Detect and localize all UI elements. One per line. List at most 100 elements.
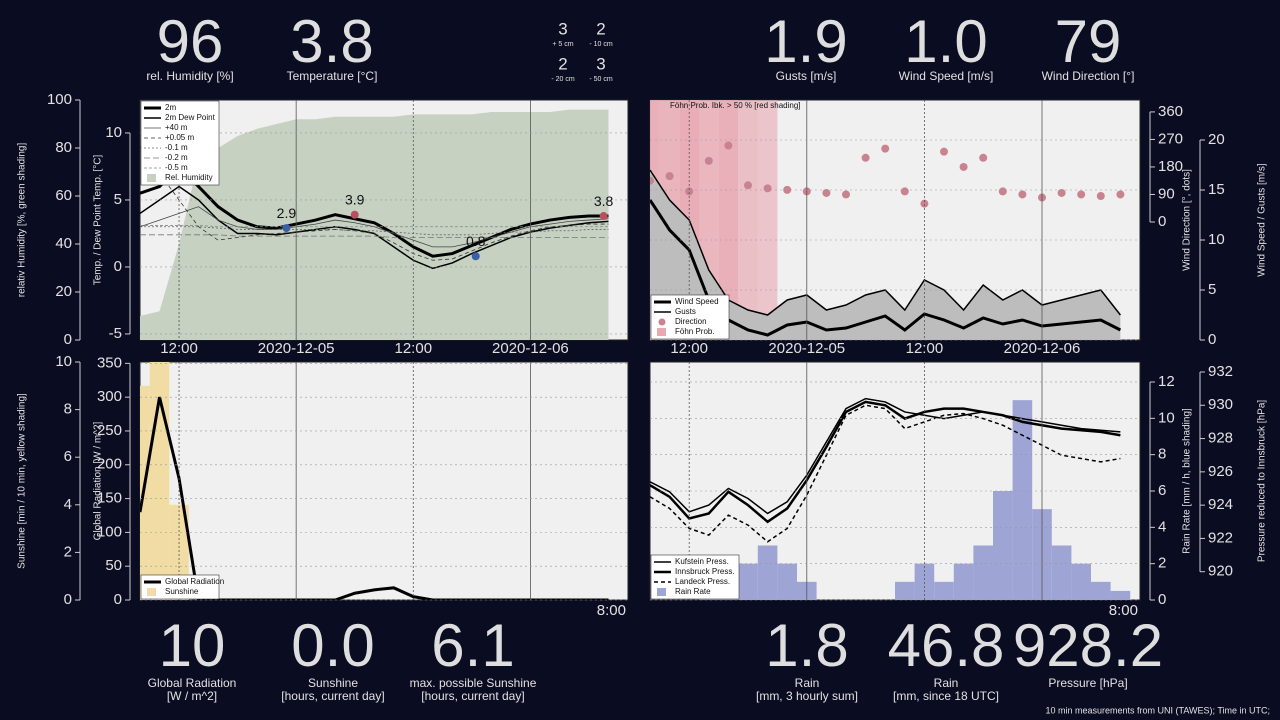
y-tick-label: 15 [1208,181,1225,198]
y-tick-label: 0 [1208,331,1216,348]
y-tick-label: 40 [55,235,72,252]
y-tick-label: 2 [64,543,72,560]
bar [914,563,935,600]
legend-swatch [657,328,666,336]
bar [895,581,915,600]
y-tick-label: 928 [1208,430,1233,447]
y-tick-label: 920 [1208,563,1233,580]
legend-label: Direction [675,317,707,326]
plot-area [139,361,629,601]
bar [738,563,758,600]
annotation: 0.8 [466,233,486,249]
bar [1012,400,1033,600]
footer: 10 min measurements from UNI (TAWES); Ti… [1045,705,1270,715]
legend [140,100,220,186]
x-tick-label: 12:00 [160,340,198,357]
y-tick-label: 4 [1158,518,1166,535]
metric-label: [hours, current day] [281,689,384,703]
metric-label: Rain [795,676,820,690]
dot [744,181,752,190]
y-tick-label: 150 [97,490,122,507]
metric-value: 10 [159,612,226,679]
metric-label: Rain [934,676,959,690]
legend-label: 2m Dew Point [165,113,216,122]
y-tick-label: 4 [64,496,72,513]
y-tick-label: 50 [105,557,122,574]
y-tick-label: 270 [1158,130,1183,147]
y-tick-label: 0 [64,331,72,348]
metric-label: Global Radiation [148,676,237,690]
bar [757,545,778,600]
axis-label: Temp. / Dew Point Temp. [°C] [93,155,104,286]
legend-label: Wind Speed [675,297,719,306]
shade [718,100,739,340]
legend-label: Rain Rate [675,587,711,596]
dot [940,147,948,156]
bar [1071,563,1091,600]
y-tick-label: 932 [1208,363,1233,380]
metric-value: 1.8 [765,612,848,679]
dot [881,144,890,153]
y-tick-label: 300 [97,388,122,405]
dot [1018,190,1027,199]
axis-label: Global Radiation [W / m^2] [93,421,104,540]
metric-value: 1.9 [764,8,847,75]
line [140,146,609,261]
dot [1096,192,1105,200]
y-tick-label: 90 [1158,185,1175,202]
annotation: 2.9 [277,205,297,221]
y-tick-label: 926 [1208,463,1233,480]
chart-note: Föhn Prob. Ibk. > 50 % [red shading] [670,101,801,110]
annotation-marker [599,212,608,221]
y-tick-label: 60 [55,187,72,204]
metric-value: 928.2 [1013,612,1163,679]
metric-label: Gusts [m/s] [776,69,837,83]
metric-label: max. possible Sunshine [410,676,537,690]
y-tick-label: 6 [1158,482,1166,499]
dot [650,176,654,185]
soil-value: 2 [596,19,605,38]
legend-swatch [658,318,666,326]
metric-value: 3.8 [290,8,373,75]
y-tick-label: 922 [1208,529,1233,546]
bar [973,545,993,600]
legend-label: -0.2 m [165,153,188,162]
axis-label: Sunshine [min / 10 min, yellow shading] [17,393,28,569]
soil-value: 3 [558,19,567,38]
legend-label: Föhn Prob. [675,327,715,336]
metric-value: 0.0 [291,612,374,679]
bar [953,563,974,600]
y-tick-label: 5 [1208,281,1216,298]
metric-label: Temperature [°C] [287,69,378,83]
y-tick-label: 0 [114,591,122,608]
x-tick-label: 2020-12-05 [258,340,335,357]
x-tick-label: 12:00 [395,340,433,357]
legend-label: Global Radiation [165,577,224,586]
x-tick-label: 12:00 [670,340,708,357]
metric-label: Wind Direction [°] [1042,69,1135,83]
shade [757,100,778,340]
axis-label: Wind Speed / Gusts [m/s] [1257,163,1268,277]
legend-label: Innsbruck Press. [675,567,735,576]
y-tick-label: 250 [97,422,122,439]
y-tick-label: 360 [1158,103,1183,120]
soil-label: - 10 cm [589,41,613,48]
x-tick-label: 2020-12-05 [768,340,845,357]
annotation-marker [350,210,359,219]
legend-label: -0.1 m [165,143,188,152]
bar [777,563,797,600]
dot [998,187,1007,196]
legend-label: Kufstein Press. [675,557,729,566]
y-tick-label: 0 [114,258,122,275]
legend-swatch [657,588,666,596]
metric-label: Pressure [hPa] [1048,676,1127,690]
annotation-marker [282,224,291,233]
y-tick-label: 10 [105,124,122,141]
legend-swatch [147,174,156,182]
bar [993,490,1013,600]
metric-label: rel. Humidity [%] [146,69,233,83]
area [140,109,609,340]
x-tick-label: 12:00 [906,340,944,357]
y-tick-label: 180 [1158,158,1183,175]
